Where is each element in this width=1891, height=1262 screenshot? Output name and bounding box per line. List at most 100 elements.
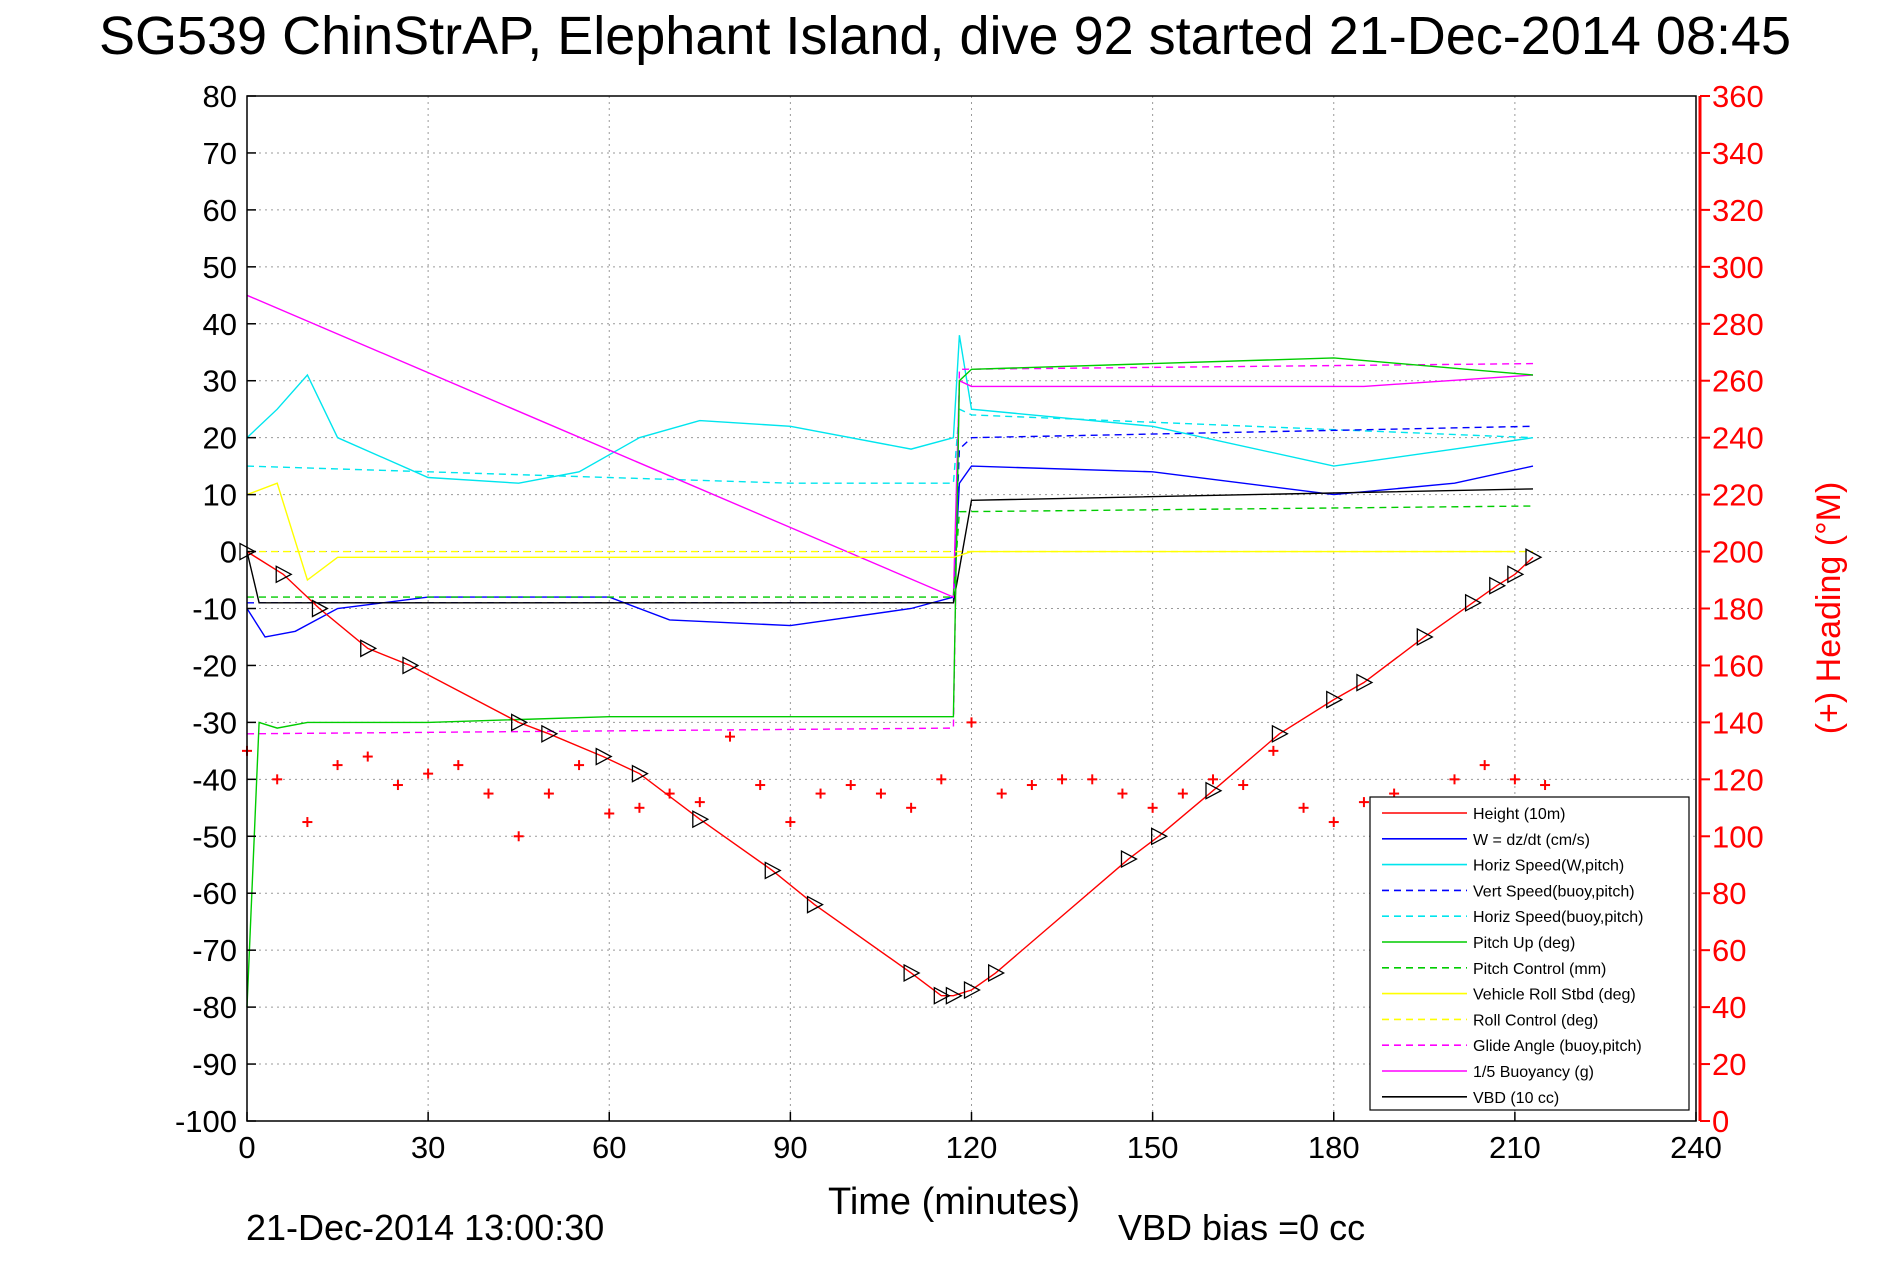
heading-point [1238, 780, 1249, 791]
right-tick-label: 40 [1712, 990, 1746, 1025]
height-marker [903, 963, 921, 983]
height-marker [1489, 576, 1507, 595]
heading-point [302, 817, 313, 828]
series-line [247, 425, 1534, 604]
y-tick-label: 0 [220, 535, 237, 570]
x-tick-label: 90 [773, 1130, 807, 1165]
series-line [246, 465, 1534, 638]
series-line [246, 551, 1534, 997]
heading-point [453, 760, 464, 771]
right-tick-label: 100 [1712, 819, 1764, 854]
legend-label: Pitch Control (mm) [1473, 961, 1606, 978]
series-line [246, 488, 1534, 604]
height-marker [275, 565, 293, 584]
legend-label: Vehicle Roll Stbd (deg) [1473, 987, 1636, 1004]
heading-point [1449, 774, 1460, 785]
heading-point [574, 760, 585, 771]
y-tick-label: 20 [203, 421, 237, 456]
x-tick-label: 240 [1670, 1130, 1722, 1165]
heading-point [362, 751, 373, 762]
heading-point [1479, 760, 1490, 771]
series-line [246, 408, 1534, 484]
right-tick-label: 240 [1712, 421, 1764, 456]
y-tick-label: -50 [192, 819, 237, 854]
y-tick-label: 40 [203, 307, 237, 342]
heading-point [966, 717, 977, 728]
right-tick-label: 280 [1712, 307, 1764, 342]
legend-label: VBD (10 cc) [1473, 1090, 1559, 1107]
heading-point [272, 774, 283, 785]
y-tick-label: 10 [203, 478, 237, 513]
footer-vbd-bias: VBD bias =0 cc [1118, 1207, 1365, 1248]
heading-point [1540, 780, 1551, 791]
bottom-axis: 0 30 60 90 120 150 180 210 240 [238, 1112, 1722, 1165]
legend-label: W = dz/dt (cm/s) [1473, 832, 1590, 849]
right-tick-label: 260 [1712, 364, 1764, 399]
right-tick-label: 0 [1712, 1104, 1729, 1139]
legend-box [1369, 796, 1690, 1111]
y-tick-label: -20 [192, 648, 237, 683]
right-axis: 3603403203002802602402202001801601401201… [1698, 79, 1764, 1139]
y-tick-label: -100 [175, 1104, 237, 1139]
series-layer [239, 294, 1551, 1008]
height-marker [360, 639, 378, 658]
y-tick-label: 60 [203, 193, 237, 228]
y-tick-label: -40 [192, 762, 237, 797]
y-tick-label: -90 [192, 1047, 237, 1082]
heading-point [634, 802, 645, 813]
right-tick-label: 180 [1712, 592, 1764, 627]
x-tick-label: 60 [592, 1130, 626, 1165]
height-marker [511, 713, 529, 732]
heading-point [1509, 774, 1520, 785]
height-marker [963, 980, 981, 1000]
height-marker [933, 986, 951, 1005]
legend-label: Horiz Speed(W,pitch) [1473, 858, 1624, 875]
height-marker [402, 656, 420, 675]
heading-point [1268, 745, 1279, 756]
heading-point [785, 817, 796, 828]
right-tick-label: 60 [1712, 933, 1746, 968]
right-tick-label: 220 [1712, 478, 1764, 513]
heading-point [1177, 788, 1188, 799]
y-tick-label: 80 [203, 79, 237, 114]
heading-point [694, 797, 705, 808]
x-tick-label: 210 [1489, 1130, 1541, 1165]
y-tick-label: -70 [192, 933, 237, 968]
heading-point [1358, 797, 1369, 808]
heading-point [845, 780, 856, 791]
height-marker [945, 986, 963, 1005]
legend-label: Glide Angle (buoy,pitch) [1473, 1038, 1642, 1055]
heading-point [755, 780, 766, 791]
y-tick-label: 30 [203, 364, 237, 399]
x-tick-label: 150 [1127, 1130, 1179, 1165]
legend-label: Height (10m) [1473, 806, 1565, 823]
height-marker [1271, 724, 1289, 743]
height-marker [764, 861, 782, 880]
heading-point [1298, 802, 1309, 813]
heading-point [513, 831, 524, 842]
heading-point [996, 788, 1007, 799]
x-tick-label: 0 [238, 1130, 255, 1165]
height-marker [988, 963, 1006, 983]
right-tick-label: 320 [1712, 193, 1764, 228]
series-line [246, 294, 1534, 599]
height-marker [1151, 827, 1169, 846]
height-marker [631, 764, 649, 783]
left-axis: 80 70 60 50 40 30 20 10 0 -10 -20 -30 -40 -50 -60 -70 -8… [175, 79, 256, 1139]
heading-point [1117, 788, 1128, 799]
legend-label: Pitch Up (deg) [1473, 935, 1575, 952]
height-marker [1205, 781, 1223, 800]
height-marker [311, 599, 329, 618]
series-line [247, 505, 1534, 598]
heading-point [1147, 802, 1158, 813]
y-tick-label: -80 [192, 990, 237, 1025]
heading-point [906, 802, 917, 813]
right-tick-label: 360 [1712, 79, 1764, 114]
heading-point [815, 788, 826, 799]
heading-point [392, 780, 403, 791]
height-marker [1120, 849, 1138, 869]
heading-point [1208, 774, 1218, 785]
y-tick-label: 50 [203, 250, 237, 285]
right-tick-label: 120 [1712, 762, 1764, 797]
